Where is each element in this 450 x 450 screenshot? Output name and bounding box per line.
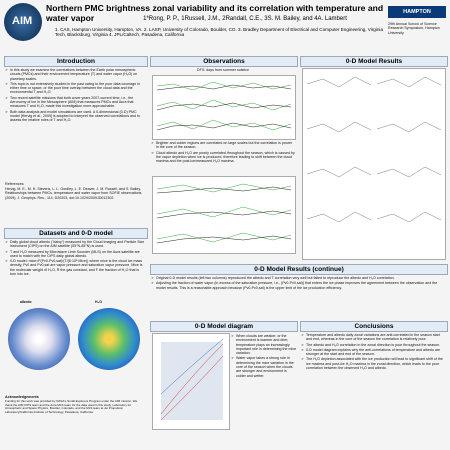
h2o-map [78,308,140,370]
bullet: Adjusting the fraction of water vapor (i… [151,281,445,290]
model-plot [306,76,442,223]
section-title: 0-D Model Results (continue) [150,264,448,275]
section-title: Conclusions [300,321,448,332]
obs-plot-2 [156,183,292,244]
section-title: Observations [150,56,298,67]
bullet: Water vapor takes a strong role in deter… [231,356,297,377]
bullet: T and H₂O measured by Microwave Limb Sou… [5,250,145,259]
bullet: Daily global cloud albedo ("daisy") meas… [5,240,145,249]
bullet: This topic is not extensively studied in… [5,82,145,95]
obs-figure-2 [152,176,296,254]
logo-text: AIM [12,15,33,27]
obs-bullets: Brighter and colder regions are correlat… [151,141,296,164]
section-title: Introduction [4,56,148,67]
albedo-map [8,308,70,370]
bullet: The H₂O depletion associated with the ic… [301,357,446,370]
conclusion-bullets: Temperature and albedo daily zonal varia… [301,333,446,371]
obs-plot [156,81,292,131]
bullet: Cloud albedo and H₂O are poorly correlat… [151,151,296,164]
authors: 1*Rong, P. P., 1Russell, J.M., 2Randall,… [143,16,347,22]
event: 29th Annual School of Science Research S… [388,22,440,35]
references-title: References: [5,182,25,186]
institution: HAMPTON UNIVERSITY [388,6,446,27]
obs-subtitle: DFS: days from summer solstice [197,68,249,72]
section-title: Datasets and 0-D model [4,228,148,239]
diagram-figure [152,333,230,430]
section-title: 0-D Model diagram [150,321,298,332]
results-bullets: Original 0-D model results (left two col… [151,276,445,291]
model-figure [302,68,446,260]
bullet: In this study we examine the correlation… [5,68,145,81]
bullet: When clouds are weaker, or the environme… [231,334,297,355]
bullet: Brighter and colder regions are correlat… [151,141,296,150]
diagram-bullets: When clouds are weaker, or the environme… [231,334,297,379]
section-title: 0-D Model Results [300,56,448,67]
bullet: 0-D model diagram explains why the anti-… [301,348,446,357]
bullet: 0-D model: mice=F(Pv0-Pv0,sat)/(T/(8·10²… [5,259,145,276]
bullet: Both data analysis and model simulations… [5,110,145,123]
datasets-bullets: Daily global cloud albedo ("daisy") meas… [5,240,145,277]
obs-figure [152,75,296,140]
references: Hervig, M. E., M. H. Stevens, L. L. Gord… [5,187,142,200]
affiliations: 1. CAS, Hampton University, Hampton, VA.… [55,27,384,38]
aim-logo: AIM [4,3,42,41]
image-label: H₂O [95,300,102,304]
bullet: Original 0-D model results (left two col… [151,276,445,281]
diagram-plot [160,338,224,421]
ack-title: Acknowledgements [5,395,39,399]
ack-text: Funding for this work was provided by NA… [5,399,138,414]
bullet: The albedo and H₂O correlation in the zo… [301,343,446,348]
intro-bullets: In this study we examine the correlation… [5,68,145,124]
title: Northern PMC brightness zonal variabilit… [46,3,384,23]
bullet: Temperature and albedo daily zonal varia… [301,333,446,342]
image-label: albedo [20,300,32,304]
bullet: Two recent satellite missions that both … [5,96,145,109]
